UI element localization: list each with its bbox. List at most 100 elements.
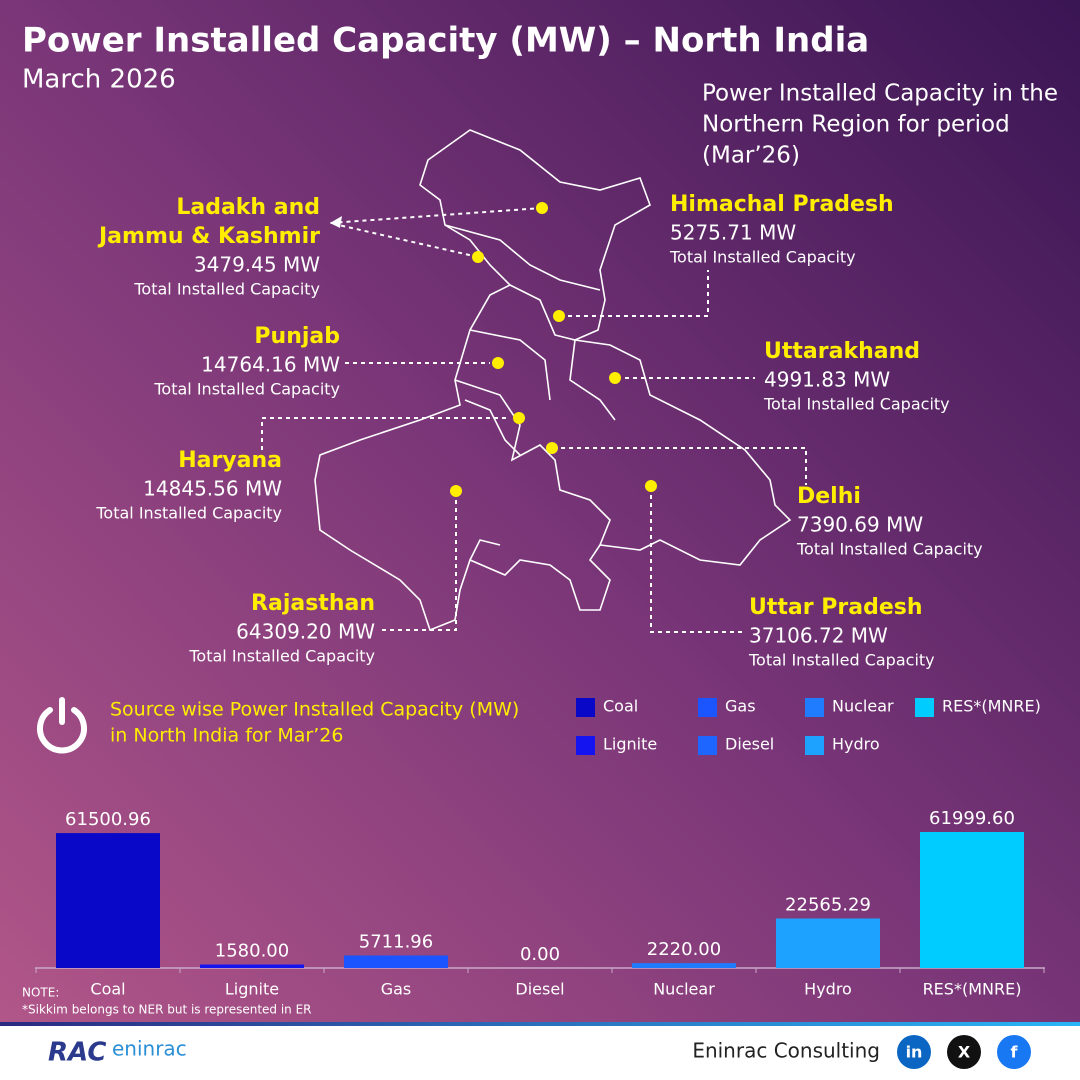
social-text: X bbox=[958, 1043, 971, 1062]
leader-line bbox=[650, 495, 742, 633]
state-dot bbox=[513, 412, 525, 424]
logo-text: eninrac bbox=[112, 1037, 187, 1061]
title: Power Installed Capacity (MW) – North In… bbox=[22, 21, 869, 61]
state-capacity: 14845.56 MW bbox=[143, 477, 282, 501]
state-name: Rajasthan bbox=[251, 591, 375, 616]
social-icon bbox=[997, 1035, 1031, 1069]
logo-mark: RAC bbox=[48, 1038, 106, 1068]
state-label: Total Installed Capacity bbox=[796, 540, 983, 559]
state-label: Total Installed Capacity bbox=[133, 280, 320, 299]
bar bbox=[56, 833, 160, 968]
x-tick-label: Gas bbox=[381, 980, 412, 999]
x-tick-label: Diesel bbox=[515, 980, 564, 999]
bar bbox=[200, 964, 304, 968]
bar bbox=[632, 963, 736, 968]
legend-label: Hydro bbox=[832, 735, 880, 754]
leader-line bbox=[380, 500, 457, 631]
chart-title: in North India for Mar’26 bbox=[110, 725, 343, 747]
state-name: Uttarakhand bbox=[764, 339, 920, 364]
map-caption: Power Installed Capacity in the bbox=[702, 81, 1058, 107]
social-text: in bbox=[906, 1043, 923, 1062]
value-label: 61999.60 bbox=[929, 808, 1015, 829]
value-label: 5711.96 bbox=[359, 931, 433, 952]
state-capacity: 37106.72 MW bbox=[749, 624, 888, 648]
state-label: Total Installed Capacity bbox=[95, 504, 282, 523]
note-text: *Sikkim belongs to NER but is represente… bbox=[22, 1003, 312, 1017]
x-tick-label: Hydro bbox=[804, 980, 852, 999]
note-label: NOTE: bbox=[22, 986, 59, 1000]
legend-label: Gas bbox=[725, 697, 756, 716]
bar bbox=[776, 918, 880, 968]
bar bbox=[920, 832, 1024, 968]
power-icon bbox=[37, 697, 87, 754]
company: Eninrac Consulting bbox=[692, 1039, 880, 1063]
legend-swatch bbox=[698, 736, 717, 755]
legend-label: Coal bbox=[603, 697, 638, 716]
legend-label: RES*(MNRE) bbox=[942, 697, 1041, 716]
state-dot bbox=[492, 357, 504, 369]
leader-line bbox=[568, 270, 709, 317]
map-caption: Northern Region for period bbox=[702, 112, 1010, 138]
leader-line bbox=[561, 447, 807, 485]
state-dot bbox=[472, 251, 484, 263]
state-label: Total Installed Capacity bbox=[669, 248, 856, 267]
arrow-head bbox=[330, 216, 342, 228]
map-caption: (Mar’26) bbox=[702, 143, 800, 169]
state-dot bbox=[546, 442, 558, 454]
legend-swatch bbox=[576, 698, 595, 717]
legend-swatch bbox=[805, 736, 824, 755]
state-capacity: 7390.69 MW bbox=[797, 513, 923, 537]
state-label: Total Installed Capacity bbox=[188, 647, 375, 666]
social-text: f bbox=[1011, 1043, 1019, 1062]
value-label: 22565.29 bbox=[785, 895, 871, 916]
x-tick-label: Nuclear bbox=[653, 980, 715, 999]
state-name: Jammu & Kashmir bbox=[97, 224, 320, 249]
leader-line bbox=[261, 417, 510, 450]
social-icon bbox=[897, 1035, 931, 1069]
state-name: Delhi bbox=[797, 484, 861, 509]
value-label: 1580.00 bbox=[215, 941, 289, 962]
x-tick-label: RES*(MNRE) bbox=[923, 980, 1022, 999]
state-label: Total Installed Capacity bbox=[748, 651, 935, 670]
map-borders bbox=[444, 224, 616, 561]
value-label: 2220.00 bbox=[647, 939, 721, 960]
state-dot bbox=[609, 372, 621, 384]
state-name: Haryana bbox=[178, 448, 282, 473]
value-label: 0.00 bbox=[520, 944, 560, 965]
legend-swatch bbox=[805, 698, 824, 717]
legend-swatch bbox=[915, 698, 934, 717]
social-icon bbox=[947, 1035, 981, 1069]
leader-line bbox=[329, 207, 543, 258]
map-outline bbox=[314, 129, 792, 632]
footer-stripe bbox=[0, 1022, 1080, 1026]
state-name: Punjab bbox=[254, 324, 340, 349]
state-name: Ladakh and bbox=[176, 195, 320, 220]
state-name: Uttar Pradesh bbox=[749, 595, 923, 620]
state-dot bbox=[645, 480, 657, 492]
x-tick-label: Coal bbox=[90, 980, 125, 999]
subtitle: March 2026 bbox=[22, 65, 176, 95]
state-capacity: 5275.71 MW bbox=[670, 221, 796, 245]
bar bbox=[344, 955, 448, 968]
legend-label: Diesel bbox=[725, 735, 774, 754]
state-label: Total Installed Capacity bbox=[153, 380, 340, 399]
legend-label: Lignite bbox=[603, 735, 657, 754]
map bbox=[314, 129, 792, 632]
state-capacity: 4991.83 MW bbox=[764, 368, 890, 392]
legend-label: Nuclear bbox=[832, 697, 894, 716]
state-capacity: 14764.16 MW bbox=[201, 353, 340, 377]
value-label: 61500.96 bbox=[65, 809, 151, 830]
state-capacity: 64309.20 MW bbox=[236, 620, 375, 644]
legend-swatch bbox=[576, 736, 595, 755]
state-name: Himachal Pradesh bbox=[670, 192, 894, 217]
state-dot bbox=[536, 202, 548, 214]
state-label: Total Installed Capacity bbox=[763, 395, 950, 414]
state-dot bbox=[553, 310, 565, 322]
x-tick-label: Lignite bbox=[225, 980, 279, 999]
legend-swatch bbox=[698, 698, 717, 717]
state-dot bbox=[450, 485, 462, 497]
chart-title: Source wise Power Installed Capacity (MW… bbox=[110, 699, 519, 721]
state-capacity: 3479.45 MW bbox=[194, 253, 320, 277]
